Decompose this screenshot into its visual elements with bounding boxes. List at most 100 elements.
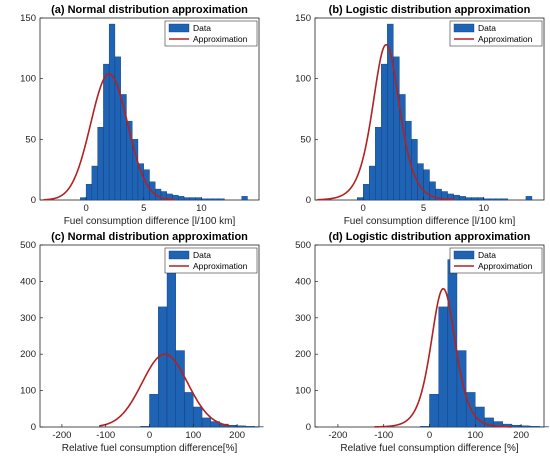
histogram-bar (356, 197, 364, 201)
histogram-bar (201, 417, 212, 428)
histogram-bar (465, 197, 472, 201)
histogram-bar (429, 394, 439, 428)
histogram-bar (245, 426, 255, 428)
histogram-bar (420, 426, 430, 428)
legend-label-data: Data (193, 23, 211, 33)
subplot-3: -200 -100 0 100 200 0 100 200 300 400 500 (d) Logis… (295, 231, 549, 454)
histogram-bar (495, 198, 503, 201)
histogram-bar (501, 198, 509, 201)
histogram-bar (183, 197, 191, 201)
histogram-bar (166, 259, 176, 428)
histogram-bar (189, 197, 196, 201)
y-tick-label: 500 (20, 240, 36, 251)
subplot-2: -200 -100 0 100 200 0 100 200 300 400 500 (c) Norma… (20, 231, 264, 454)
histogram-bar (489, 198, 496, 201)
histogram-bar (518, 425, 529, 428)
x-tick-label: 200 (229, 430, 245, 441)
y-tick-label: 0 (31, 195, 36, 206)
histogram-bar (393, 56, 400, 201)
histogram-bar (85, 184, 93, 201)
histogram-bar (97, 126, 104, 201)
y-tick-label: 400 (295, 276, 311, 287)
x-tick-label: 0 (361, 203, 366, 214)
legend-swatch-data (168, 23, 190, 33)
approximation-curve (374, 287, 512, 428)
x-tick-label: 200 (513, 430, 529, 441)
x-axis-label: Relative fuel consumption difference [%] (340, 443, 518, 454)
histogram-bar (212, 198, 219, 201)
legend-label-data: Data (478, 23, 496, 33)
y-tick-label: 500 (295, 240, 311, 251)
x-tick-label: 5 (421, 203, 426, 214)
y-tick-label: 100 (20, 386, 36, 397)
legend-label-data: Data (193, 250, 211, 260)
histogram-bar (369, 165, 376, 201)
legend-label-approximation: Approximation (193, 34, 248, 44)
subplot-title: (d) Logistic distribution approximation (329, 231, 531, 243)
y-tick-label: 0 (306, 422, 311, 433)
approximation-curve (317, 43, 455, 201)
histogram-bar (108, 23, 116, 201)
histogram-bar (206, 198, 214, 201)
y-tick-label: 0 (306, 195, 311, 206)
legend-swatch-data (453, 250, 475, 260)
subplot-title: (b) Logistic distribution approximation (329, 4, 531, 16)
y-tick-label: 300 (295, 313, 311, 324)
approximation-curve (99, 353, 231, 427)
x-tick-label: -200 (328, 430, 347, 441)
subplot-title: (a) Normal distribution approximation (51, 4, 248, 16)
y-tick-label: 400 (20, 276, 36, 287)
histogram-bar (80, 197, 87, 201)
histogram-bar (103, 63, 110, 201)
y-tick-label: 50 (300, 134, 311, 145)
x-axis-label: Fuel consumption difference [l/100 km] (344, 216, 516, 227)
histogram-bar (149, 394, 159, 428)
histogram-bar (91, 165, 98, 201)
subplot-title: (c) Normal distribution approximation (51, 231, 248, 243)
y-tick-label: 100 (295, 74, 311, 85)
histogram-bar (530, 426, 540, 428)
y-tick-label: 150 (20, 13, 36, 24)
histogram-bar (201, 198, 208, 201)
x-tick-label: 0 (147, 430, 152, 441)
histogram-bar (477, 197, 484, 201)
x-tick-label: -200 (52, 430, 71, 441)
histogram-bar (114, 56, 121, 201)
histogram-bar (193, 406, 203, 428)
y-tick-label: 100 (20, 74, 36, 85)
y-tick-label: 50 (25, 134, 36, 145)
x-tick-label: 10 (478, 203, 489, 214)
x-tick-label: 0 (427, 430, 432, 441)
histogram-bar (483, 198, 490, 201)
x-tick-label: -100 (374, 430, 393, 441)
histogram-bar (158, 306, 168, 428)
x-tick-label: 100 (467, 430, 483, 441)
y-tick-label: 300 (20, 313, 36, 324)
x-tick-label: 100 (185, 430, 201, 441)
histogram-bar (381, 63, 388, 201)
y-tick-label: 200 (20, 349, 36, 360)
x-tick-label: 5 (141, 203, 146, 214)
y-tick-label: 200 (295, 349, 311, 360)
histogram-bar (525, 196, 533, 201)
histogram-bar (175, 350, 185, 428)
legend-label-approximation: Approximation (193, 261, 248, 271)
histogram-bar (241, 196, 248, 201)
histogram-bar (375, 126, 382, 201)
histogram-bar (140, 426, 150, 428)
legend-swatch-data (168, 250, 190, 260)
histogram-bar (234, 425, 244, 428)
histogram-bar (363, 184, 370, 201)
x-tick-label: 0 (83, 203, 88, 214)
legend-swatch-data (453, 23, 475, 33)
y-tick-label: 100 (295, 386, 311, 397)
legend-label-data: Data (478, 250, 496, 260)
legend-label-approximation: Approximation (478, 34, 533, 44)
y-tick-label: 0 (31, 422, 36, 433)
